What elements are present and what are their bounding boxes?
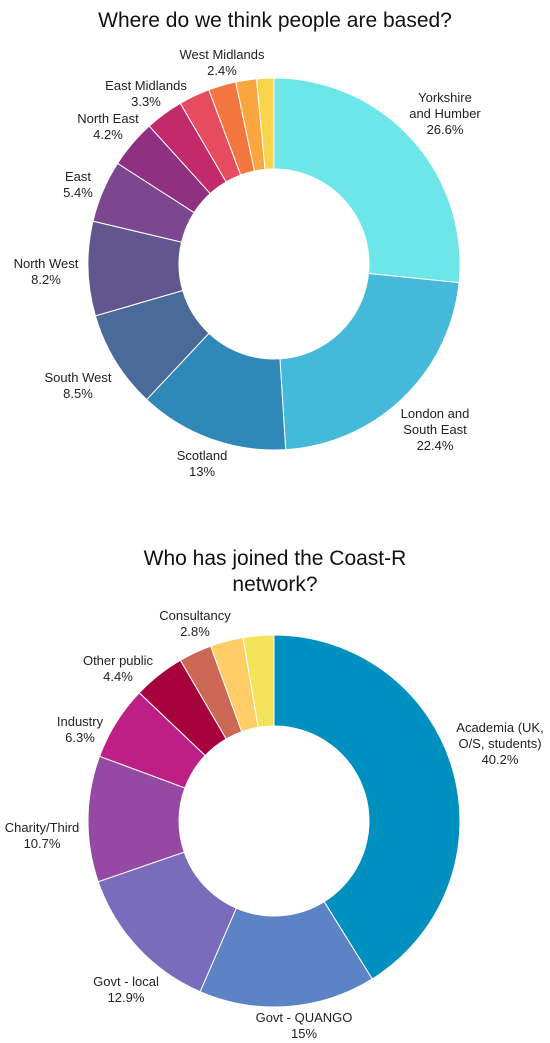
data-label-north-west: North West 8.2% [14, 256, 79, 287]
chart-title: Where do we think people are based? [98, 9, 452, 32]
data-label-london-and-south-east: London and South East 22.4% [401, 406, 470, 453]
slice-unlabeled-11 [255, 77, 275, 170]
data-label-south-west: South West 8.5% [45, 370, 112, 401]
data-label-east-midlands: East Midlands 3.3% [105, 78, 187, 109]
chart-title-line: network? [232, 573, 318, 596]
data-label-govt-quango: Govt - QUANGO 15% [256, 1010, 353, 1041]
data-label-north-east: North East 4.2% [77, 111, 139, 142]
slice-academia-uk-o-s-students [273, 634, 461, 980]
donut-chart-network-svg: Academia (UK, O/S, students) 40.2% Govt - Q… [5, 608, 544, 1041]
data-label-scotland: Scotland 13% [177, 448, 228, 479]
chart-title-line: Who has joined the Coast-R [143, 547, 407, 570]
chart-title: Who has joined the Coast-R network? [0, 546, 550, 598]
donut-chart-locations-svg: Yorkshire and Humber 26.6% London and South … [14, 47, 482, 479]
data-label-east: East 5.4% [63, 169, 93, 200]
data-label-govt-local: Govt - local 12.9% [93, 974, 159, 1005]
data-label-industry: Industry 6.3% [57, 714, 104, 745]
data-label-charity-third: Charity/Third 10.7% [5, 820, 79, 851]
pie-chart-locations: Where do we think people are based? York… [0, 0, 550, 520]
slice-unlabeled-8 [242, 634, 275, 728]
pie-chart-network: Who has joined the Coast-R network? Acade… [0, 520, 550, 1043]
data-label-consultancy: Consultancy 2.8% [159, 608, 231, 639]
data-label-west-midlands: West Midlands 2.4% [179, 47, 265, 78]
slice-london-and-south-east [279, 272, 460, 451]
slice-yorkshire-and-humber [273, 77, 461, 284]
data-label-other-public: Other public 4.4% [83, 653, 154, 684]
data-label-academia-uk-o-s-students: Academia (UK, O/S, students) 40.2% [456, 720, 543, 767]
data-label-yorkshire-and-humber: Yorkshire and Humber 26.6% [409, 90, 481, 137]
